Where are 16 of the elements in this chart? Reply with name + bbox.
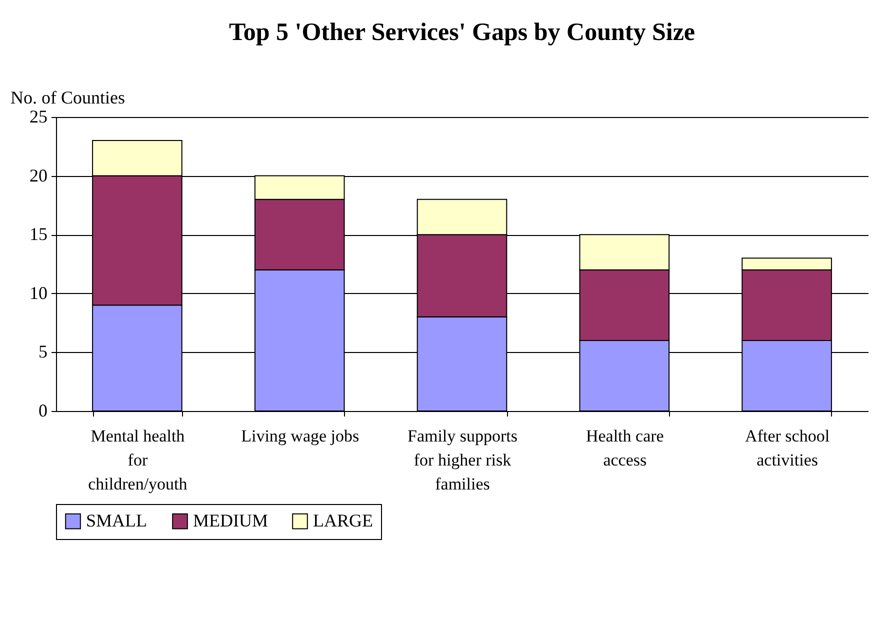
y-tick-label: 5 <box>38 342 48 362</box>
x-tick-label: Living wage jobs <box>241 426 360 446</box>
y-axis-title: No. of Counties <box>10 88 125 108</box>
x-tick-label: After school activities <box>745 426 830 470</box>
x-tick-label: Health care access <box>586 426 664 470</box>
x-tick-label: Family supports for higher risk families <box>407 426 518 494</box>
legend-label: LARGE <box>313 510 373 530</box>
x-tick-label: Mental health for children/youth <box>88 426 188 494</box>
y-tick-label: 10 <box>30 282 48 303</box>
chart-title: Top 5 'Other Services' Gaps by County Size <box>228 19 696 46</box>
y-tick-label: 0 <box>38 400 48 420</box>
legend-label: MEDIUM <box>193 510 268 530</box>
y-tick-label: 15 <box>30 224 48 244</box>
legend-label: SMALL <box>86 510 148 530</box>
y-tick-label: 20 <box>30 165 48 186</box>
y-tick-label: 25 <box>30 106 48 126</box>
